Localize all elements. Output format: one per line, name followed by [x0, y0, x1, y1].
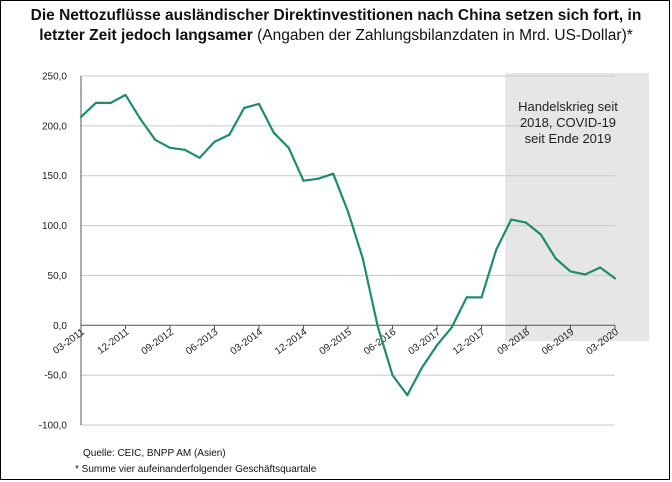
data-point: [524, 221, 528, 224]
y-tick-label: 200,0: [42, 121, 67, 132]
x-tick-label: 09-2012: [140, 327, 177, 358]
shaded-region-label: Handelskrieg seit: [518, 99, 618, 114]
x-tick-label: 12-2017: [451, 327, 488, 358]
data-point: [361, 257, 364, 260]
data-point: [613, 277, 617, 280]
footnote: * Summe vier aufeinanderfolgender Geschä…: [75, 464, 317, 475]
data-point: [465, 296, 468, 299]
data-point: [139, 117, 142, 120]
x-tick-label: 12-2014: [273, 327, 310, 358]
title-subtitle: (Angaben der Zahlungsbilanzdaten in Mrd.…: [252, 27, 633, 44]
data-point: [599, 266, 602, 269]
data-point: [495, 248, 498, 251]
data-point: [109, 101, 112, 105]
data-point: [213, 140, 216, 143]
data-point: [406, 393, 409, 397]
data-point: [183, 148, 186, 151]
chart-title: Die Nettozuflüsse ausländischer Direktin…: [15, 6, 657, 46]
data-point: [228, 133, 231, 136]
data-point: [480, 296, 483, 299]
data-point: [287, 146, 290, 149]
data-point: [510, 218, 513, 221]
data-point: [391, 374, 394, 377]
data-point: [450, 326, 453, 329]
x-tick-label: 03-2017: [407, 327, 444, 358]
data-point: [376, 325, 379, 328]
x-tick-label: 03-2014: [229, 327, 266, 358]
shaded-region-label: seit Ende 2019: [525, 131, 612, 146]
shaded-region: [505, 73, 649, 341]
data-point: [168, 146, 172, 149]
y-tick-label: -50,0: [44, 371, 67, 382]
data-point: [272, 131, 275, 134]
data-point: [317, 177, 320, 180]
x-tick-label: 06-2013: [184, 327, 221, 358]
y-tick-label: 150,0: [42, 171, 67, 182]
x-tick-label: 09-2015: [318, 327, 355, 358]
data-point: [554, 257, 557, 260]
data-point: [539, 233, 542, 236]
y-tick-label: -100,0: [39, 421, 68, 432]
data-point: [198, 156, 201, 159]
shaded-region-label: 2018, COVID-19: [520, 115, 616, 130]
data-point: [569, 270, 572, 273]
data-point: [584, 273, 587, 276]
y-tick-label: 100,0: [42, 221, 67, 232]
title-bold: Die Nettozuflüsse ausländischer Direktin…: [30, 7, 642, 44]
data-point: [154, 138, 157, 141]
data-point: [421, 366, 424, 369]
data-point: [257, 102, 261, 106]
x-tick-label: 06-2016: [362, 327, 399, 358]
x-tick-label: 12-2011: [96, 327, 132, 357]
data-point: [124, 93, 127, 97]
source-note: Quelle: CEIC, BNPP AM (Asien): [83, 448, 226, 459]
data-point: [435, 344, 439, 347]
data-point: [346, 210, 350, 213]
y-tick-label: 50,0: [48, 271, 68, 282]
y-tick-label: 250,0: [42, 72, 67, 83]
data-point: [243, 106, 246, 110]
data-point: [302, 179, 305, 182]
data-point: [94, 101, 97, 105]
y-tick-label: 0,0: [53, 321, 67, 332]
data-point: [79, 115, 83, 118]
data-point: [332, 172, 335, 175]
